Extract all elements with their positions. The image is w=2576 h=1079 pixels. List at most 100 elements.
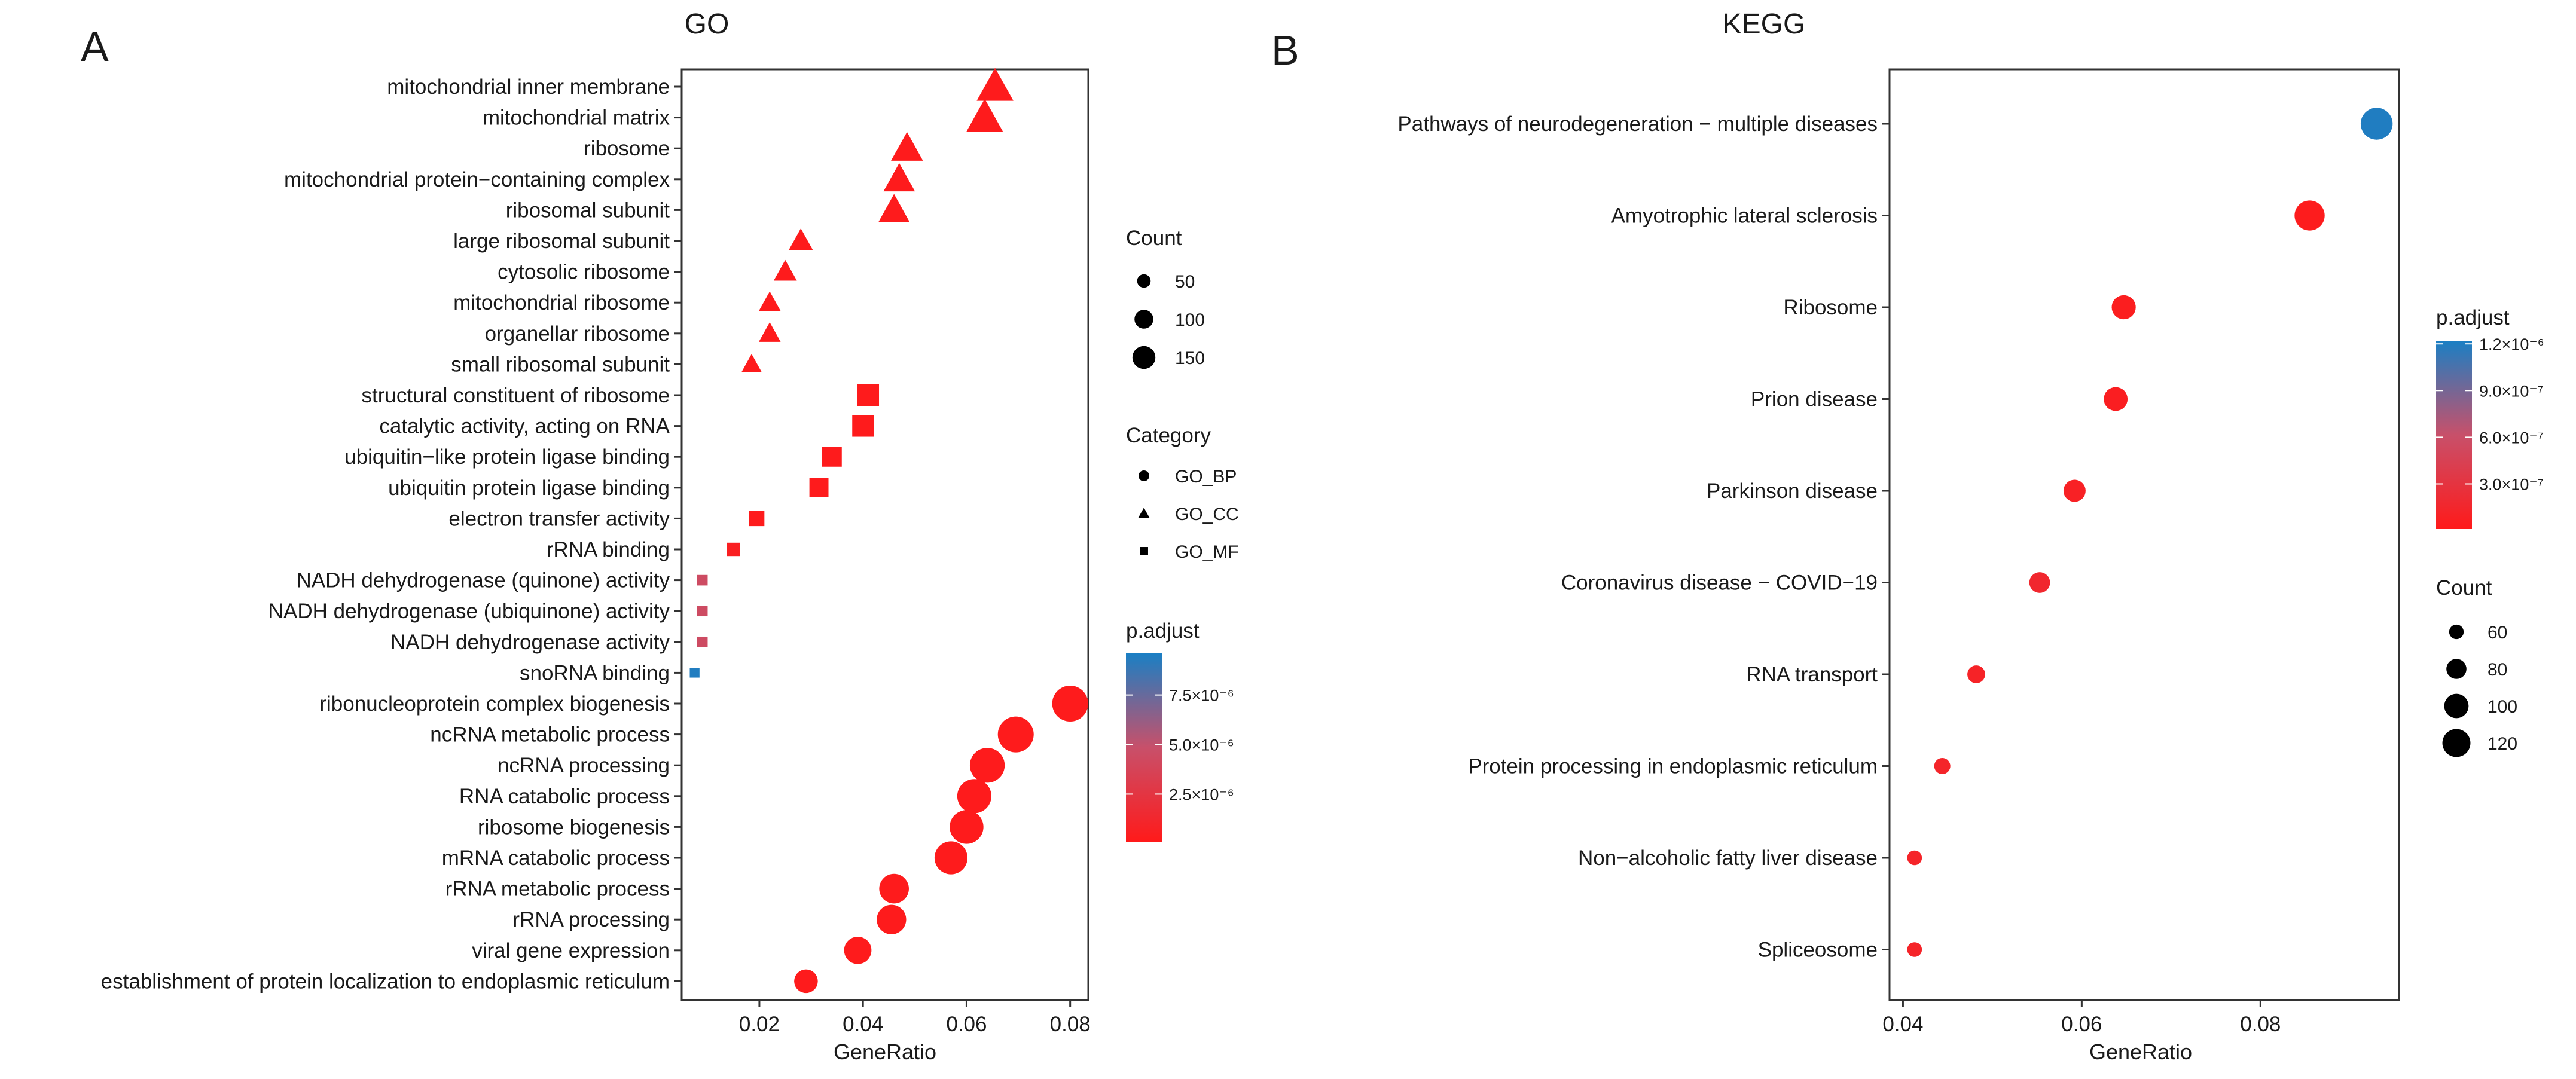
count-legend-dot (2442, 729, 2471, 757)
category-legend-symbol (1139, 470, 1149, 481)
x-tick-label: 0.08 (1050, 1013, 1091, 1036)
y-tick-label: mitochondrial ribosome (453, 291, 670, 314)
count-legend-label: 50 (1175, 272, 1195, 292)
padj-legend-tick-label: 5.0×10⁻⁶ (1169, 736, 1234, 754)
data-point (877, 904, 907, 934)
data-point (2063, 479, 2086, 502)
data-point (1907, 942, 1922, 957)
go-chart-title: GO (685, 8, 730, 40)
data-point (844, 936, 872, 964)
data-point (969, 748, 1005, 783)
data-point (809, 478, 829, 497)
go-x-axis: 0.02 0.04 0.06 0.08 (739, 1000, 1091, 1036)
data-point (773, 259, 797, 281)
y-tick-label: ncRNA processing (498, 754, 670, 777)
category-legend-symbol (1140, 547, 1148, 555)
go-category-legend-title: Category (1126, 424, 1211, 447)
y-tick-label: rRNA metabolic process (445, 878, 670, 901)
y-tick-label: snoRNA binding (520, 661, 670, 684)
count-legend-dot (2449, 624, 2464, 640)
data-point (934, 841, 968, 875)
category-legend-symbol (1138, 508, 1150, 518)
go-x-axis-title: GeneRatio (834, 1040, 936, 1064)
y-tick-label: ncRNA metabolic process (430, 723, 670, 747)
data-point (822, 447, 842, 467)
y-tick-label: Spliceosome (1758, 939, 1878, 962)
go-plot-frame (680, 68, 1089, 1001)
data-point (1967, 665, 1985, 683)
data-point (794, 969, 818, 994)
data-point (759, 322, 781, 342)
count-legend-label: 150 (1175, 349, 1205, 368)
x-tick-label: 0.02 (739, 1013, 780, 1036)
y-tick-label: Ribosome (1783, 296, 1878, 319)
y-tick-label: catalytic activity, acting on RNA (379, 415, 670, 438)
kegg-padj-legend-title: p.adjust (2436, 306, 2510, 329)
x-tick-label: 0.08 (2240, 1013, 2281, 1036)
count-legend-label: 60 (2488, 623, 2507, 643)
y-tick-label: small ribosomal subunit (451, 353, 670, 376)
kegg-x-axis: 0.04 0.06 0.08 (1882, 1000, 2281, 1036)
y-tick-label: mitochondrial matrix (483, 106, 670, 130)
data-point (857, 384, 880, 406)
y-tick-label: establishment of protein localization to… (101, 970, 670, 993)
data-point (697, 606, 708, 617)
data-point (879, 873, 909, 904)
kegg-data-points (1907, 108, 2393, 957)
data-point (749, 511, 765, 527)
y-tick-label: organellar ribosome (485, 322, 670, 346)
y-tick-label: cytosolic ribosome (498, 261, 670, 284)
padj-legend-tick-label: 7.5×10⁻⁶ (1169, 687, 1234, 705)
y-tick-label: Amyotrophic lateral sclerosis (1611, 204, 1878, 228)
data-point (883, 163, 915, 192)
y-tick-label: Prion disease (1751, 388, 1878, 411)
go-padj-legend: p.adjust 2.5×10⁻⁶ 5.0×10⁻⁶ 7.5×10⁻⁶ (1126, 619, 1234, 842)
y-tick-label: ribosome (584, 137, 670, 160)
data-point (788, 228, 813, 250)
y-tick-label: ribonucleoprotein complex biogenesis (319, 692, 670, 716)
count-legend-label: 80 (2488, 660, 2507, 680)
y-tick-label: ribosomal subunit (506, 198, 670, 222)
kegg-panel: B KEGG Pathways of neurodegeneration − m… (1271, 8, 2544, 1064)
y-tick-label: Parkinson disease (1707, 479, 1878, 503)
y-tick-label: rRNA binding (547, 538, 670, 561)
kegg-count-legend-title: Count (2436, 576, 2492, 600)
count-legend-dot (1134, 310, 1153, 329)
y-tick-label: structural constituent of ribosome (361, 384, 670, 407)
data-point (2029, 572, 2050, 593)
y-tick-label: Non−alcoholic fatty liver disease (1578, 846, 1878, 870)
y-tick-label: Protein processing in endoplasmic reticu… (1468, 755, 1878, 778)
kegg-chart-title: KEGG (1723, 8, 1806, 40)
data-point (966, 99, 1003, 132)
y-tick-label: RNA transport (1746, 663, 1878, 686)
y-tick-label: mRNA catabolic process (442, 846, 670, 870)
count-legend-dot (1132, 346, 1156, 369)
data-point (2294, 200, 2325, 231)
kegg-padj-legend: p.adjust 3.0×10⁻⁷ 6.0×10⁻⁷ 9.0×10⁻⁷ 1.2×10⁻… (2436, 306, 2544, 529)
y-tick-label: NADH dehydrogenase (quinone) activity (297, 569, 670, 592)
y-tick-label: RNA catabolic process (459, 785, 670, 808)
y-tick-label: Coronavirus disease − COVID−19 (1561, 571, 1878, 595)
data-point (878, 194, 910, 222)
data-point (891, 132, 923, 161)
y-tick-label: mitochondrial inner membrane (387, 75, 670, 99)
y-tick-label: rRNA processing (512, 908, 670, 931)
data-point (2104, 387, 2128, 411)
go-term-labels: mitochondrial inner membrane mitochondria… (101, 75, 682, 993)
data-point (1934, 757, 1951, 775)
padj-legend-tick-label: 3.0×10⁻⁷ (2479, 476, 2543, 494)
go-data-points (689, 68, 1088, 994)
go-count-legend-title: Count (1126, 227, 1182, 250)
go-panel: A GO mitochondrial inner membranemitocho… (81, 8, 1239, 1064)
data-point (697, 574, 708, 586)
data-point (2360, 108, 2393, 140)
data-point (957, 779, 991, 814)
y-tick-label: ribosome biogenesis (478, 815, 670, 839)
x-tick-label: 0.06 (2061, 1013, 2102, 1036)
panel-letter-b: B (1271, 27, 1299, 74)
category-legend-label: GO_BP (1175, 467, 1237, 487)
x-tick-label: 0.04 (843, 1013, 883, 1036)
data-point (697, 636, 708, 647)
data-point (997, 716, 1034, 753)
go-count-legend: Count 50 100 150 (1126, 227, 1205, 369)
